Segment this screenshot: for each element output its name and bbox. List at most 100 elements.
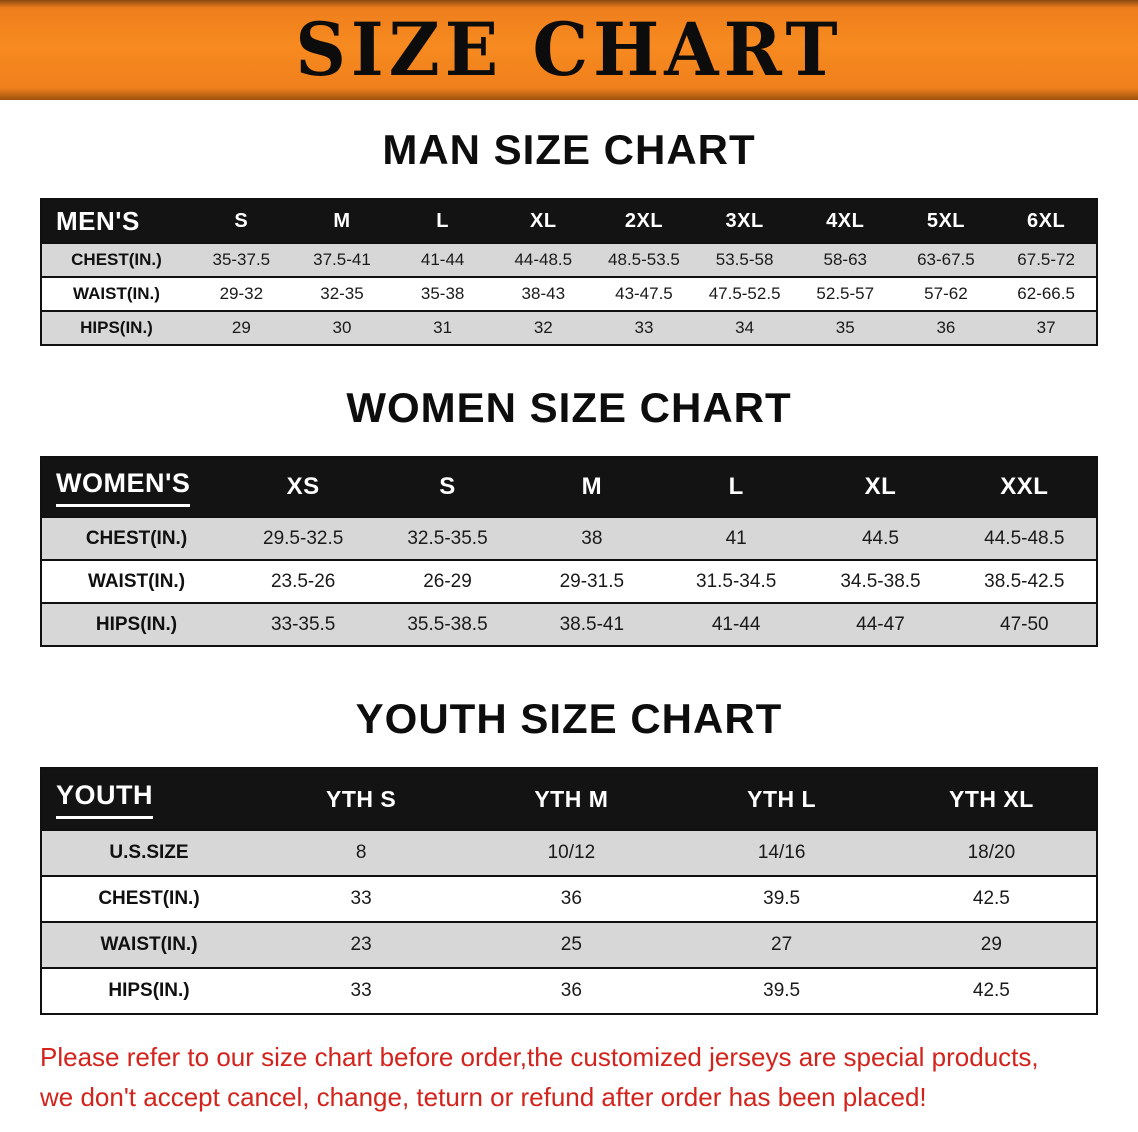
youth-size-value-cell: 33	[350, 980, 372, 1001]
men-size-value-cell: 52.5-57	[816, 284, 875, 303]
men-size-value-cell: 58-63	[823, 250, 867, 269]
men-size-table: MEN'S S M L XL 2XL 3XL 4XL 5XL 6XL CHEST(IN.) 35-37…	[40, 198, 1098, 346]
men-size-value-cell: 43-47.5	[615, 284, 673, 303]
youth-size-value-cell: 10/12	[547, 842, 596, 863]
women-size-column-header: S	[439, 473, 456, 500]
youth-row-label: HIPS(IN.)	[108, 980, 190, 1001]
men-size-value-cell: 29	[231, 318, 251, 337]
women-size-column-header: XXL	[1000, 473, 1049, 500]
men-size-value-cell: 33	[634, 318, 654, 337]
youth-size-value-cell: 18/20	[967, 842, 1016, 863]
women-size-value-cell: 34.5-38.5	[840, 570, 921, 592]
women-size-value-cell: 44.5	[861, 527, 899, 549]
youth-section-heading: YOUTH SIZE CHART	[355, 695, 783, 742]
men-size-column-header: L	[436, 209, 449, 232]
men-size-value-cell: 30	[332, 318, 352, 337]
women-header-row: WOMEN'S XS S M L XL XXL	[41, 457, 1097, 517]
youth-measurement-row: U.S.SIZE 8 10/12 14/16 18/20	[41, 830, 1097, 876]
men-size-value-cell: 67.5-72	[1017, 250, 1075, 269]
women-row-label: CHEST(IN.)	[85, 527, 188, 549]
youth-size-value-cell: 33	[350, 888, 372, 909]
women-row-label: HIPS(IN.)	[95, 613, 178, 635]
men-size-value-cell: 57-62	[924, 284, 968, 303]
youth-size-table-mount: YOUTH YTH S YTH M YTH L YTH XL U.S.SIZE 8 10/12…	[40, 767, 1098, 1015]
youth-size-value-cell: 8	[355, 842, 367, 863]
men-size-column-header: 2XL	[624, 209, 664, 232]
women-size-value-cell: 47-50	[1000, 613, 1049, 635]
youth-size-column-header: YTH L	[747, 785, 817, 812]
women-size-value-cell: 35.5-38.5	[407, 613, 488, 635]
men-size-column-header: 5XL	[926, 209, 966, 232]
men-section-heading: MAN SIZE CHART	[382, 126, 756, 173]
women-size-column-header: L	[728, 473, 744, 500]
women-measurement-row: WAIST(IN.) 23.5-26 26-29 29-31.5 31.5-34.5 34…	[41, 560, 1097, 603]
youth-table-wrap: YOUTH YTH S YTH M YTH L YTH XL U.S.SIZE 8 10/12…	[0, 767, 1138, 1015]
women-size-value-cell: 38	[581, 527, 603, 549]
men-size-value-cell: 37.5-41	[313, 250, 371, 269]
men-size-table-mount: MEN'S S M L XL 2XL 3XL 4XL 5XL 6XL CHEST(IN.) 35-37…	[40, 198, 1098, 346]
women-size-value-cell: 38.5-42.5	[984, 570, 1065, 592]
men-measurement-row: CHEST(IN.) 35-37.5 37.5-41 41-44 44-48.5 48.5…	[41, 243, 1097, 277]
women-size-column-header: M	[581, 473, 603, 500]
youth-size-value-cell: 25	[560, 934, 582, 955]
women-size-value-cell: 41	[725, 527, 747, 549]
youth-size-value-cell: 42.5	[972, 980, 1010, 1001]
men-size-value-cell: 62-66.5	[1017, 284, 1075, 303]
men-header-label-text: MEN'S	[56, 205, 140, 236]
men-size-value-cell: 32-35	[320, 284, 364, 303]
men-size-value-cell: 44-48.5	[514, 250, 573, 269]
youth-header-label-text: YOUTH	[56, 780, 153, 819]
men-measurement-row: HIPS(IN.) 29 30 31 32 33 34 35 36 37	[41, 311, 1097, 345]
men-size-value-cell: 31	[433, 318, 453, 337]
youth-size-value-cell: 27	[771, 934, 793, 955]
men-size-column-header: S	[234, 209, 249, 232]
men-header-label: MEN'S	[41, 199, 191, 243]
women-header-label: WOMEN'S	[41, 457, 231, 517]
men-size-value-cell: 35-38	[420, 284, 465, 303]
men-measurement-row: WAIST(IN.) 29-32 32-35 35-38 38-43 43-47.5 47.…	[41, 277, 1097, 311]
women-size-value-cell: 32.5-35.5	[407, 527, 488, 549]
youth-size-value-cell: 14/16	[757, 842, 806, 863]
men-size-column-header: 4XL	[826, 209, 865, 232]
men-size-value-cell: 34	[735, 318, 755, 337]
women-size-column-header: XS	[286, 473, 320, 500]
women-size-value-cell: 38.5-41	[559, 613, 625, 635]
youth-measurement-row: HIPS(IN.) 33 36 39.5 42.5	[41, 968, 1097, 1014]
men-size-column-header: M	[333, 209, 351, 232]
men-size-value-cell: 63-67.5	[917, 250, 975, 269]
youth-size-value-cell: 39.5	[763, 888, 801, 909]
women-size-value-cell: 33-35.5	[270, 613, 336, 635]
youth-size-value-cell: 29	[980, 934, 1002, 955]
banner: SIZE CHART	[0, 0, 1138, 100]
women-size-column-header: XL	[864, 473, 897, 500]
women-measurement-row: HIPS(IN.) 33-35.5 35.5-38.5 38.5-41 41-44 44-…	[41, 603, 1097, 646]
youth-row-label: U.S.SIZE	[109, 842, 189, 863]
men-size-value-cell: 47.5-52.5	[708, 284, 781, 303]
youth-size-value-cell: 23	[350, 934, 372, 955]
women-size-value-cell: 44-47	[856, 613, 905, 635]
men-size-column-header: XL	[530, 209, 557, 232]
youth-header-label: YOUTH	[41, 768, 256, 830]
page-title: SIZE CHART	[295, 5, 843, 94]
youth-section: YOUTH SIZE CHART YOUTH YTH S YTH M YTH L YTH…	[0, 695, 1138, 1015]
men-size-value-cell: 35	[835, 318, 855, 337]
men-size-value-cell: 29-32	[219, 284, 264, 303]
youth-header-row: YOUTH YTH S YTH M YTH L YTH XL	[41, 768, 1097, 830]
women-size-table: WOMEN'S XS S M L XL XXL CHEST(IN.) 29.5-32.5 32.5…	[40, 456, 1098, 647]
men-size-value-cell: 35-37.5	[212, 250, 271, 269]
women-measurement-row: CHEST(IN.) 29.5-32.5 32.5-35.5 38 41 44.5 44.5…	[41, 517, 1097, 560]
women-section-heading: WOMEN SIZE CHART	[346, 384, 792, 431]
youth-measurement-row: WAIST(IN.) 23 25 27 29	[41, 922, 1097, 968]
men-size-column-header: 6XL	[1027, 209, 1066, 232]
youth-row-label: CHEST(IN.)	[98, 888, 200, 909]
women-size-value-cell: 29.5-32.5	[263, 527, 344, 549]
youth-size-table: YOUTH YTH S YTH M YTH L YTH XL U.S.SIZE 8 10/12…	[40, 767, 1098, 1015]
women-size-value-cell: 26-29	[423, 570, 472, 592]
men-row-label: HIPS(IN.)	[80, 318, 153, 337]
men-size-column-header: 3XL	[725, 209, 764, 232]
youth-size-value-cell: 36	[560, 980, 582, 1001]
men-row-label: CHEST(IN.)	[71, 250, 162, 269]
men-header-row: MEN'S S M L XL 2XL 3XL 4XL 5XL 6XL	[41, 199, 1097, 243]
men-section: MAN SIZE CHART MEN'S S M L XL 2XL 3XL 4XL 5XL 6XL…	[0, 126, 1138, 346]
men-size-value-cell: 41-44	[420, 250, 465, 269]
